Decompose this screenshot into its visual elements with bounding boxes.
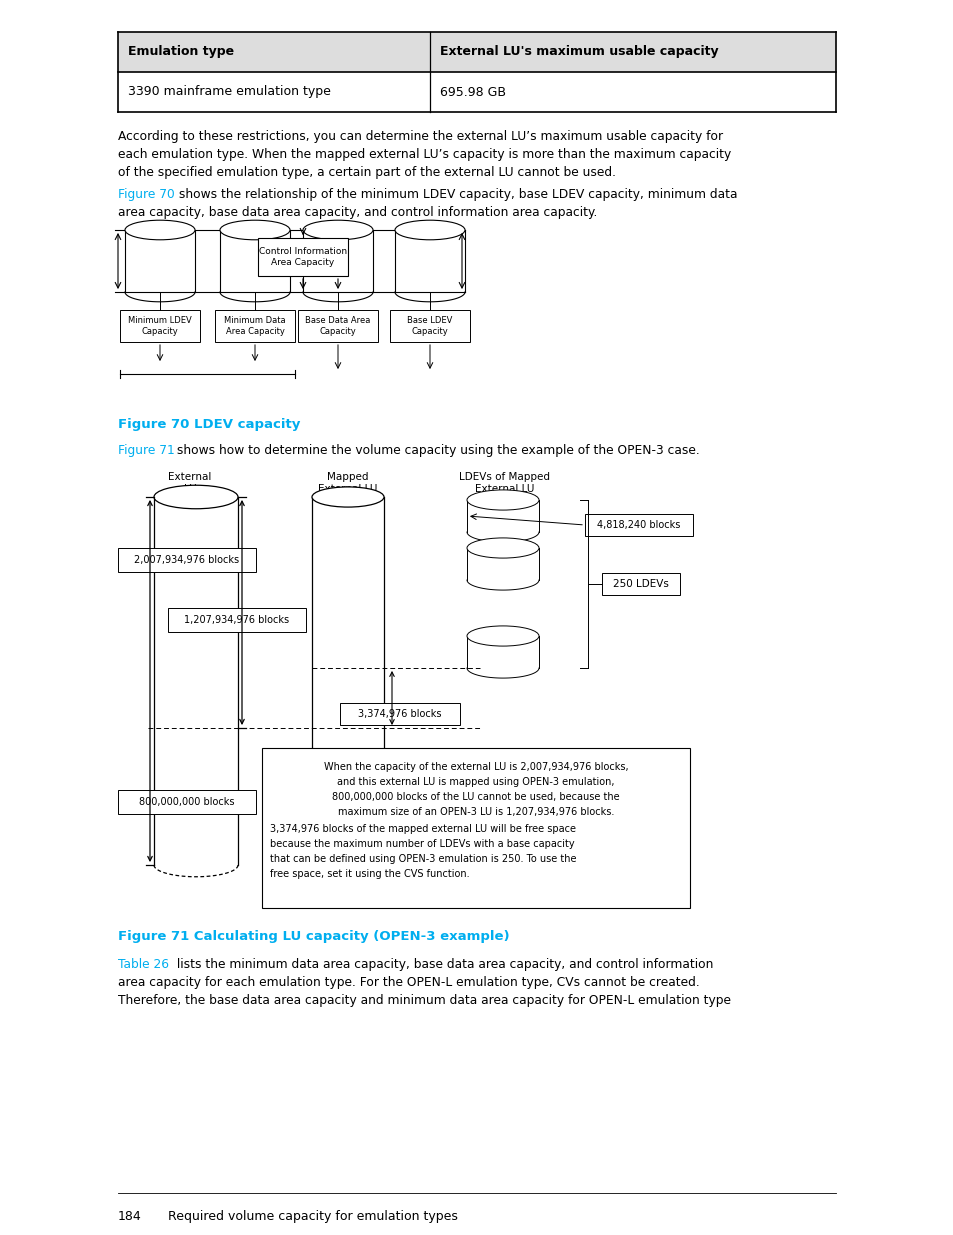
Text: shows how to determine the volume capacity using the example of the OPEN-3 case.: shows how to determine the volume capaci… bbox=[172, 445, 699, 457]
FancyBboxPatch shape bbox=[118, 548, 255, 572]
Text: 3,374,976 blocks of the mapped external LU will be free space: 3,374,976 blocks of the mapped external … bbox=[270, 824, 576, 834]
FancyBboxPatch shape bbox=[584, 514, 692, 536]
Ellipse shape bbox=[467, 626, 538, 646]
Text: 695.98 GB: 695.98 GB bbox=[439, 85, 505, 99]
Text: shows the relationship of the minimum LDEV capacity, base LDEV capacity, minimum: shows the relationship of the minimum LD… bbox=[174, 188, 737, 201]
Text: that can be defined using OPEN-3 emulation is 250. To use the: that can be defined using OPEN-3 emulati… bbox=[270, 853, 576, 864]
FancyBboxPatch shape bbox=[214, 310, 294, 342]
Ellipse shape bbox=[467, 538, 538, 558]
FancyBboxPatch shape bbox=[339, 703, 459, 725]
Text: 184: 184 bbox=[118, 1210, 142, 1223]
Ellipse shape bbox=[125, 220, 194, 240]
Text: External
LU: External LU bbox=[168, 472, 212, 494]
Text: 3390 mainframe emulation type: 3390 mainframe emulation type bbox=[128, 85, 331, 99]
Text: 800,000,000 blocks: 800,000,000 blocks bbox=[139, 797, 234, 806]
Text: Figure 70: Figure 70 bbox=[118, 188, 174, 201]
Text: Emulation type: Emulation type bbox=[128, 46, 233, 58]
FancyBboxPatch shape bbox=[168, 608, 306, 632]
Text: According to these restrictions, you can determine the external LU’s maximum usa: According to these restrictions, you can… bbox=[118, 130, 722, 143]
FancyBboxPatch shape bbox=[125, 230, 194, 291]
Ellipse shape bbox=[395, 220, 464, 240]
FancyBboxPatch shape bbox=[467, 636, 538, 668]
Text: area capacity, base data area capacity, and control information area capacity.: area capacity, base data area capacity, … bbox=[118, 206, 597, 219]
Text: 3,374,976 blocks: 3,374,976 blocks bbox=[358, 709, 441, 719]
FancyBboxPatch shape bbox=[118, 32, 835, 72]
Text: each emulation type. When the mapped external LU’s capacity is more than the max: each emulation type. When the mapped ext… bbox=[118, 148, 731, 161]
FancyBboxPatch shape bbox=[220, 230, 290, 291]
Text: and this external LU is mapped using OPEN-3 emulation,: and this external LU is mapped using OPE… bbox=[337, 777, 614, 787]
Text: Therefore, the base data area capacity and minimum data area capacity for OPEN-L: Therefore, the base data area capacity a… bbox=[118, 994, 730, 1007]
FancyBboxPatch shape bbox=[297, 310, 377, 342]
Text: 4,818,240 blocks: 4,818,240 blocks bbox=[597, 520, 680, 530]
Ellipse shape bbox=[312, 487, 384, 508]
FancyBboxPatch shape bbox=[303, 230, 373, 291]
FancyBboxPatch shape bbox=[395, 230, 464, 291]
Text: Figure 70 LDEV capacity: Figure 70 LDEV capacity bbox=[118, 417, 300, 431]
Text: maximum size of an OPEN-3 LU is 1,207,934,976 blocks.: maximum size of an OPEN-3 LU is 1,207,93… bbox=[337, 806, 614, 818]
Text: 800,000,000 blocks of the LU cannot be used, because the: 800,000,000 blocks of the LU cannot be u… bbox=[332, 792, 619, 802]
Text: 1,207,934,976 blocks: 1,207,934,976 blocks bbox=[184, 615, 290, 625]
FancyBboxPatch shape bbox=[467, 548, 538, 580]
FancyBboxPatch shape bbox=[120, 310, 200, 342]
Text: When the capacity of the external LU is 2,007,934,976 blocks,: When the capacity of the external LU is … bbox=[323, 762, 628, 772]
FancyBboxPatch shape bbox=[312, 496, 384, 864]
Text: Base Data Area
Capacity: Base Data Area Capacity bbox=[305, 316, 371, 336]
Text: Minimum LDEV
Capacity: Minimum LDEV Capacity bbox=[128, 316, 192, 336]
Text: Minimum Data
Area Capacity: Minimum Data Area Capacity bbox=[224, 316, 286, 336]
Ellipse shape bbox=[467, 490, 538, 510]
Text: area capacity for each emulation type. For the OPEN-L emulation type, CVs cannot: area capacity for each emulation type. F… bbox=[118, 976, 699, 989]
Ellipse shape bbox=[303, 220, 373, 240]
Text: Table 26: Table 26 bbox=[118, 958, 169, 971]
Text: Figure 71 Calculating LU capacity (OPEN-3 example): Figure 71 Calculating LU capacity (OPEN-… bbox=[118, 930, 509, 944]
Text: free space, set it using the CVS function.: free space, set it using the CVS functio… bbox=[270, 869, 469, 879]
FancyBboxPatch shape bbox=[257, 238, 348, 275]
Text: Control Information
Area Capacity: Control Information Area Capacity bbox=[258, 247, 347, 267]
Text: lists the minimum data area capacity, base data area capacity, and control infor: lists the minimum data area capacity, ba… bbox=[172, 958, 713, 971]
Text: External LU's maximum usable capacity: External LU's maximum usable capacity bbox=[439, 46, 718, 58]
FancyBboxPatch shape bbox=[118, 790, 255, 814]
FancyBboxPatch shape bbox=[262, 748, 689, 908]
Text: of the specified emulation type, a certain part of the external LU cannot be use: of the specified emulation type, a certa… bbox=[118, 165, 616, 179]
Text: 250 LDEVs: 250 LDEVs bbox=[613, 579, 668, 589]
FancyBboxPatch shape bbox=[153, 496, 237, 864]
Text: Figure 71: Figure 71 bbox=[118, 445, 174, 457]
Ellipse shape bbox=[153, 485, 237, 509]
FancyBboxPatch shape bbox=[467, 500, 538, 532]
FancyBboxPatch shape bbox=[390, 310, 470, 342]
Ellipse shape bbox=[220, 220, 290, 240]
Text: Mapped
External LU: Mapped External LU bbox=[318, 472, 377, 494]
Text: because the maximum number of LDEVs with a base capacity: because the maximum number of LDEVs with… bbox=[270, 839, 574, 848]
Text: Base LDEV
Capacity: Base LDEV Capacity bbox=[407, 316, 453, 336]
Text: 2,007,934,976 blocks: 2,007,934,976 blocks bbox=[134, 555, 239, 564]
Text: LDEVs of Mapped
External LU: LDEVs of Mapped External LU bbox=[459, 472, 550, 494]
FancyBboxPatch shape bbox=[601, 573, 679, 595]
Text: Required volume capacity for emulation types: Required volume capacity for emulation t… bbox=[168, 1210, 457, 1223]
